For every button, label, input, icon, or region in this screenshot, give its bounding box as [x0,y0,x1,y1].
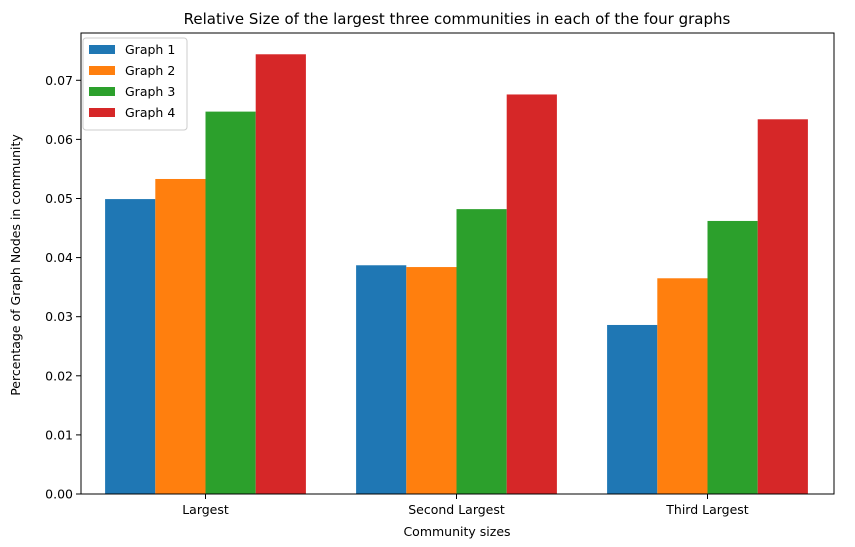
plot-frame [80,32,835,495]
bar-graph-1-third-largest [607,324,658,494]
legend-swatch-graph-4 [89,108,115,117]
legend-label: Graph 1 [125,42,175,57]
y-tick-label: 0.01 [45,427,73,442]
y-tick-label: 0.06 [45,132,73,147]
bar-graph-4-largest [255,54,306,494]
legend-label: Graph 2 [125,63,175,78]
bar-graph-1-largest [105,199,156,494]
legend-swatch-graph-1 [89,45,115,54]
bar-graph-2-second-largest [406,267,457,494]
x-tick-label: Second Largest [408,502,505,517]
bar-graph-3-third-largest [707,220,758,494]
bar-graph-3-second-largest [456,209,507,494]
legend-swatch-graph-3 [89,87,115,96]
chart-title: Relative Size of the largest three commu… [184,10,731,28]
x-axis-label: Community sizes [403,524,510,539]
bar-graph-3-largest [205,111,256,495]
y-tick-label: 0.05 [45,191,73,206]
y-tick-label: 0.07 [45,73,73,88]
bar-graph-1-second-largest [356,265,407,494]
legend-swatch-graph-2 [89,66,115,75]
y-axis-label: Percentage of Graph Nodes in community [8,134,23,396]
y-tick-label: 0.04 [45,250,73,265]
bars-group [105,54,808,495]
legend-label: Graph 4 [125,105,175,120]
y-tick-label: 0.00 [45,487,73,502]
bar-graph-2-third-largest [657,278,708,494]
bar-graph-4-third-largest [757,119,808,494]
y-tick-label: 0.02 [45,368,73,383]
legend-label: Graph 3 [125,84,175,99]
legend: Graph 1 Graph 2 Graph 3 Graph 4 [82,37,188,131]
y-tick-label: 0.03 [45,309,73,324]
bar-graph-4-second-largest [506,94,557,494]
x-tick-label: Third Largest [665,502,749,517]
x-axis-ticks: Largest Second Largest Third Largest [182,494,749,517]
bar-graph-2-largest [155,178,206,495]
x-tick-label: Largest [182,502,229,517]
legend-box [82,37,188,131]
y-axis-ticks: 0.00 0.01 0.02 0.03 0.04 0.05 0.06 0.07 [45,73,81,502]
